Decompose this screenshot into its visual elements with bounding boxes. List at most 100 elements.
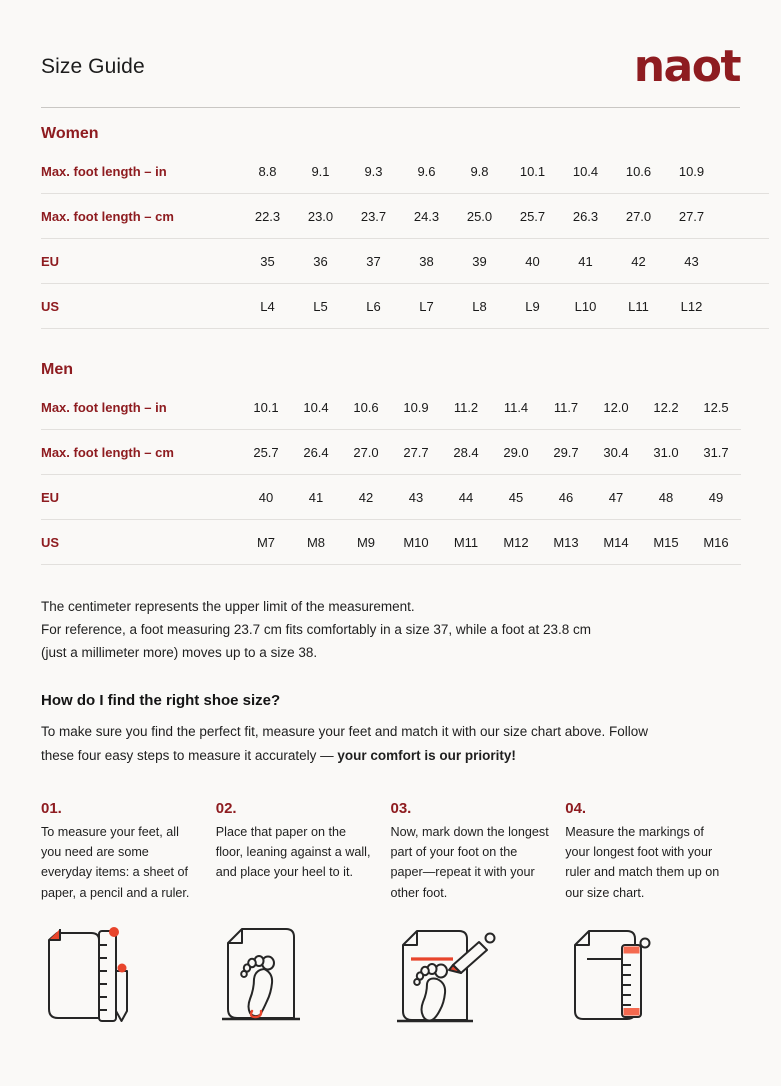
table-row: US M7 M8 M9 M10 M11 M12 M13 M14 M15 M16 xyxy=(41,519,741,565)
step-item: 02. Place that paper on the floor, leani… xyxy=(216,800,391,904)
table-row: EU 40 41 42 43 44 45 46 47 48 49 xyxy=(41,474,741,520)
step-text: To measure your feet, all you need are s… xyxy=(41,824,190,900)
table-cell: 12.0 xyxy=(591,385,641,430)
row-label: US xyxy=(41,519,241,565)
table-cell: M12 xyxy=(491,519,541,565)
table-cell: 27.7 xyxy=(665,193,718,239)
table-cell: 49 xyxy=(691,474,741,520)
faq-body-plain: To make sure you find the perfect fit, m… xyxy=(41,723,649,763)
table-cell: 31.7 xyxy=(691,429,741,475)
faq-heading: How do I find the right shoe size? xyxy=(41,691,281,709)
table-cell: 11.2 xyxy=(441,385,491,430)
table-cell: 38 xyxy=(400,238,453,284)
faq-body-emphasis: your comfort is our priority! xyxy=(337,747,516,763)
table-cell: 26.3 xyxy=(559,193,612,239)
table-row: Max. foot length – in 8.8 9.1 9.3 9.6 9.… xyxy=(41,149,769,194)
row-label: Max. foot length – in xyxy=(41,385,241,430)
table-cell: L5 xyxy=(294,283,347,329)
table-cell: M9 xyxy=(341,519,391,565)
table-cell: 25.0 xyxy=(453,193,506,239)
note-line-1: The centimeter represents the upper limi… xyxy=(41,599,415,614)
table-cell: L11 xyxy=(612,283,665,329)
row-label: Max. foot length – in xyxy=(41,149,241,194)
table-cell: 24.3 xyxy=(400,193,453,239)
table-cell-empty xyxy=(718,283,769,329)
naot-logo: naot xyxy=(633,41,742,92)
step-text: Now, mark down the longest part of your … xyxy=(390,824,549,900)
table-cell: 11.4 xyxy=(491,385,541,430)
table-cell: 43 xyxy=(665,238,718,284)
table-cell-empty xyxy=(718,238,769,284)
steps-list: 01. To measure your feet, all you need a… xyxy=(41,800,740,904)
paper-foot-pencil-mark-icon xyxy=(391,923,566,1033)
table-cell: 12.2 xyxy=(641,385,691,430)
table-cell: 10.6 xyxy=(612,149,665,194)
measurement-notes: The centimeter represents the upper limi… xyxy=(41,595,740,665)
table-cell: 31.0 xyxy=(641,429,691,475)
paper-ruler-pencil-icon xyxy=(41,923,216,1033)
women-size-table: Max. foot length – in 8.8 9.1 9.3 9.6 9.… xyxy=(41,149,769,329)
step-item: 04. Measure the markings of your longest… xyxy=(565,800,740,904)
row-label: EU xyxy=(41,474,241,520)
table-cell: 9.8 xyxy=(453,149,506,194)
table-cell: 9.3 xyxy=(347,149,400,194)
table-cell: L7 xyxy=(400,283,453,329)
table-cell: 25.7 xyxy=(241,429,291,475)
table-cell: 26.4 xyxy=(291,429,341,475)
table-cell: 12.5 xyxy=(691,385,741,430)
page-header: Size Guide naot xyxy=(41,38,742,96)
table-cell: M7 xyxy=(241,519,291,565)
men-section: Men Max. foot length – in 10.1 10.4 10.6… xyxy=(41,361,741,565)
table-cell: 44 xyxy=(441,474,491,520)
row-label: Max. foot length – cm xyxy=(41,429,241,475)
table-cell: 29.0 xyxy=(491,429,541,475)
table-cell: 39 xyxy=(453,238,506,284)
table-row: Max. foot length – in 10.1 10.4 10.6 10.… xyxy=(41,385,741,430)
table-cell: 10.6 xyxy=(341,385,391,430)
table-cell: 23.7 xyxy=(347,193,400,239)
table-row: EU 35 36 37 38 39 40 41 42 43 xyxy=(41,238,769,284)
table-cell: 48 xyxy=(641,474,691,520)
table-cell: L4 xyxy=(241,283,294,329)
steps-illustrations xyxy=(41,923,740,1033)
table-cell: 47 xyxy=(591,474,641,520)
table-row: Max. foot length – cm 22.3 23.0 23.7 24.… xyxy=(41,193,769,239)
table-cell: 28.4 xyxy=(441,429,491,475)
table-cell: M11 xyxy=(441,519,491,565)
table-cell: 11.7 xyxy=(541,385,591,430)
table-cell: M14 xyxy=(591,519,641,565)
row-label: Max. foot length – cm xyxy=(41,193,241,239)
step-text: Place that paper on the floor, leaning a… xyxy=(215,824,371,880)
table-cell: 46 xyxy=(541,474,591,520)
table-cell: M16 xyxy=(691,519,741,565)
table-cell: 9.6 xyxy=(400,149,453,194)
table-cell: M8 xyxy=(291,519,341,565)
table-cell: 25.7 xyxy=(506,193,559,239)
table-cell: 43 xyxy=(391,474,441,520)
table-cell: L6 xyxy=(347,283,400,329)
women-section-title: Women xyxy=(41,125,99,142)
table-cell: 41 xyxy=(291,474,341,520)
table-cell: 37 xyxy=(347,238,400,284)
table-cell: 29.7 xyxy=(541,429,591,475)
step-item: 03. Now, mark down the longest part of y… xyxy=(391,800,566,904)
table-row: Max. foot length – cm 25.7 26.4 27.0 27.… xyxy=(41,429,741,475)
table-cell: 10.9 xyxy=(391,385,441,430)
table-cell: 8.8 xyxy=(241,149,294,194)
paper-foot-heel-icon xyxy=(216,923,391,1033)
table-cell: 30.4 xyxy=(591,429,641,475)
table-cell-empty xyxy=(718,193,769,239)
table-cell: M10 xyxy=(391,519,441,565)
table-cell-empty xyxy=(718,149,769,194)
step-text: Measure the markings of your longest foo… xyxy=(565,824,720,900)
table-cell: L8 xyxy=(453,283,506,329)
table-cell: 42 xyxy=(612,238,665,284)
header-divider xyxy=(41,107,740,108)
paper-ruler-measure-icon xyxy=(565,923,740,1033)
women-section: Women Max. foot length – in 8.8 9.1 9.3 … xyxy=(41,125,769,329)
table-cell: 42 xyxy=(341,474,391,520)
step-number: 02. xyxy=(215,799,237,817)
men-section-title: Men xyxy=(41,361,73,378)
table-cell: 10.4 xyxy=(291,385,341,430)
